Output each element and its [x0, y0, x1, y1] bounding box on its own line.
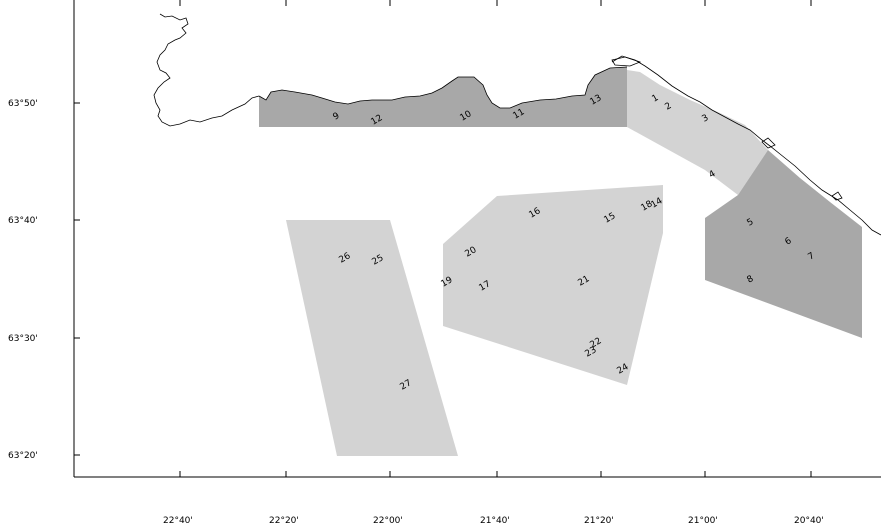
latitude-labels: 63°50' 63°40' 63°30' 63°20'	[8, 99, 38, 461]
site-label-25: 25	[371, 253, 386, 267]
island-3	[831, 191, 843, 201]
site-label-5: 5	[746, 217, 756, 229]
site-label-2: 2	[664, 101, 674, 113]
site-label-12: 12	[370, 113, 385, 127]
lon-label: 22°20'	[269, 516, 299, 526]
site-label-15: 15	[603, 211, 618, 225]
island-2	[761, 137, 776, 149]
site-label-9: 9	[332, 111, 342, 123]
longitude-axis	[179, 0, 812, 477]
lon-label: 21°40'	[480, 516, 510, 526]
site-label-11: 11	[512, 107, 527, 121]
site-label-1: 1	[651, 93, 661, 105]
latitude-axis	[74, 102, 80, 456]
site-label-17: 17	[478, 279, 493, 293]
site-label-7: 7	[807, 251, 817, 263]
site-label-4: 4	[708, 169, 718, 181]
lat-label: 63°40'	[8, 216, 38, 226]
site-label-13: 13	[589, 93, 604, 107]
area-east-dark	[705, 150, 862, 338]
lat-label: 63°50'	[8, 99, 38, 109]
coastline-east	[611, 55, 881, 236]
site-label-3: 3	[701, 113, 711, 125]
island-1	[611, 56, 642, 67]
lat-label: 63°30'	[8, 334, 38, 344]
area-central-light	[443, 185, 663, 385]
area-southwest-light	[286, 220, 458, 456]
map-frame	[73, 0, 881, 478]
coastline-west	[153, 13, 260, 127]
lon-label: 22°40'	[163, 516, 193, 526]
site-label-22: 22	[589, 336, 604, 350]
area-northeast-light	[627, 70, 768, 195]
lat-label: 63°20'	[8, 451, 38, 461]
study-areas	[259, 67, 862, 456]
site-label-6: 6	[784, 236, 794, 248]
site-label-8: 8	[746, 274, 756, 286]
site-label-27: 27	[399, 378, 414, 392]
lon-label: 20°40'	[794, 516, 824, 526]
coastline	[153, 13, 881, 236]
area-coastal-dark	[259, 67, 627, 127]
site-label-21: 21	[577, 274, 592, 288]
lon-label: 21°00'	[688, 516, 718, 526]
coastline-main	[258, 66, 628, 109]
lon-label: 22°00'	[373, 516, 403, 526]
site-label-23: 23	[584, 345, 599, 359]
longitude-labels: 22°40' 22°20' 22°00' 21°40' 21°20' 21°00…	[163, 516, 824, 526]
lon-label: 21°20'	[584, 516, 614, 526]
